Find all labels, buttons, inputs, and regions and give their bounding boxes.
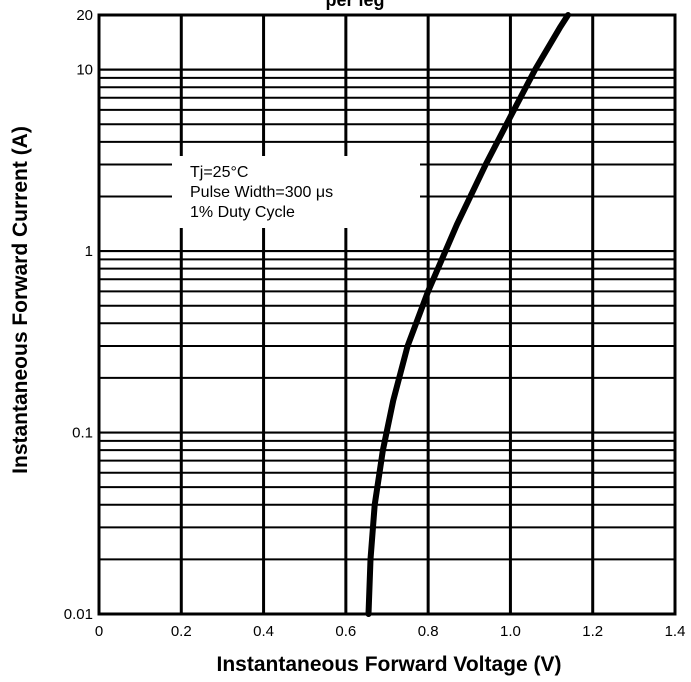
x-tick-label-7: 1.4	[665, 623, 686, 640]
chart-title: per leg	[325, 0, 384, 10]
y-tick-label-1: 0.1	[72, 425, 93, 442]
x-tick-labels: 0 0.2 0.4 0.6 0.8 1.0 1.2 1.4	[95, 623, 686, 640]
y-tick-label-0: 0.01	[64, 606, 93, 623]
x-tick-label-2: 0.4	[253, 623, 274, 640]
annotation-line-2: Pulse Width=300 μs	[190, 184, 333, 201]
x-tick-label-1: 0.2	[171, 623, 192, 640]
x-axis-title: Instantaneous Forward Voltage (V)	[217, 653, 562, 676]
y-axis-title: Instantaneous Forward Current (A)	[9, 126, 32, 474]
x-tick-label-3: 0.6	[335, 623, 356, 640]
x-tick-label-0: 0	[95, 623, 103, 640]
y-tick-label-4: 20	[76, 7, 93, 24]
forward-current-curve	[365, 12, 571, 617]
annotation-line-3: 1% Duty Cycle	[190, 204, 295, 221]
x-tick-label-6: 1.2	[582, 623, 603, 640]
y-tick-labels: 0.01 0.1 1 10 20	[64, 7, 93, 623]
y-tick-label-3: 10	[76, 62, 93, 79]
plot-frame-layer	[97, 13, 677, 616]
x-tick-label-4: 0.8	[418, 623, 439, 640]
x-tick-label-5: 1.0	[500, 623, 521, 640]
y-tick-label-2: 1	[85, 243, 93, 260]
annotation-box	[172, 156, 420, 228]
annotation-line-1: Tj=25°C	[190, 164, 248, 181]
curve-layer	[365, 12, 571, 617]
plot-frame	[97, 13, 677, 616]
grid-lines	[99, 14, 675, 614]
test-conditions-annotation: Tj=25°C Pulse Width=300 μs 1% Duty Cycle	[172, 156, 420, 228]
